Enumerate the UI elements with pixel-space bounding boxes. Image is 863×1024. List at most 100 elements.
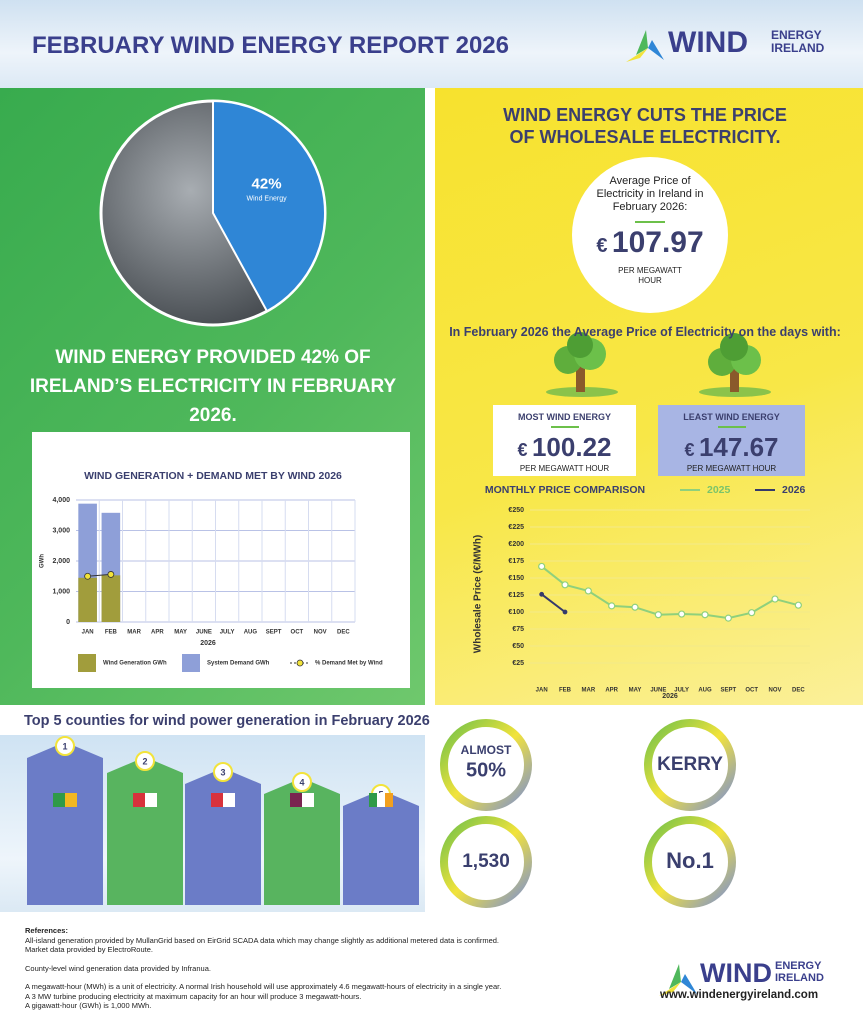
county-card [27, 742, 103, 905]
price-headline: WIND ENERGY CUTS THE PRICE OF WHOLESALE … [503, 105, 787, 147]
currency: € [684, 440, 695, 460]
average-label: Average Price of Electricity in Ireland … [596, 175, 704, 213]
x-tick-label: JULY [674, 688, 689, 694]
line-point [538, 562, 546, 571]
logo-line: ENERGY [775, 960, 822, 972]
y-tick-label: €150 [508, 575, 524, 582]
flag-stripe [302, 793, 314, 807]
rank-badge [292, 772, 312, 792]
most-label: MOST WIND ENERGY [517, 412, 611, 422]
flag-stripe [223, 793, 235, 807]
line-point [794, 601, 802, 609]
most-box [493, 405, 636, 476]
reference-line: All-island generation provided by Mullan… [25, 935, 499, 945]
x-tick-label: DEC [792, 688, 805, 694]
line-point [724, 614, 732, 622]
x-tick-label: OCT [745, 688, 758, 694]
logo-sub: ENERGY IRELAND [775, 960, 824, 984]
x-axis-label: 2026 [200, 640, 216, 647]
series-line [541, 565, 799, 620]
logo-word: WIND [700, 958, 772, 988]
y-tick-label: 0 [66, 619, 70, 626]
x-tick-label: SEPT [266, 630, 282, 636]
least-price: € 147.67 [658, 432, 805, 463]
flag-stripe [53, 793, 65, 807]
flag-stripe [65, 793, 77, 807]
rank-number: 3 [220, 767, 225, 777]
website-url: www.windenergyireland.com [660, 989, 819, 1001]
flag-stripe [290, 793, 302, 807]
x-tick-label: OCT [291, 630, 304, 636]
x-tick-label: MAY [629, 688, 642, 694]
pie-slice [212, 99, 326, 313]
y-tick-label: €250 [508, 507, 524, 514]
page-title: FEBRUARY WIND ENERGY REPORT 2026 [32, 32, 509, 59]
references: References: All-island generation provid… [25, 926, 585, 1011]
x-tick-label: NOV [768, 688, 781, 694]
days-intro: In February 2026 the Average Price of El… [449, 325, 841, 339]
x-tick-label: FEB [105, 630, 118, 636]
chart-title: MONTHLY PRICE COMPARISON [485, 484, 645, 496]
y-tick-label: €200 [508, 541, 524, 548]
line-point [748, 609, 756, 617]
x-tick-label: JUNE [196, 630, 212, 636]
line-point [539, 591, 545, 597]
rank-badge [55, 736, 75, 756]
rank-badge [213, 762, 233, 782]
flag-stripe [377, 793, 385, 807]
legend-swatch [78, 654, 96, 672]
line-point [84, 572, 92, 580]
reference-line: A gigawatt-hour (GWh) is 1,000 MWh. [25, 1001, 152, 1010]
legend-label: Wind Generation GWh [103, 661, 167, 667]
pie-category-label: Wind Energy [247, 195, 288, 202]
logo-line: IRELAND [771, 41, 825, 55]
series-line [541, 593, 566, 613]
legend-label: 2026 [782, 484, 806, 496]
x-tick-label: MAR [127, 630, 141, 636]
x-tick-label: AUG [698, 688, 712, 694]
price-value: 147.67 [698, 432, 779, 462]
logo-sub: ENERGY IRELAND [771, 29, 824, 55]
average-unit: PER MEGAWATT HOUR [618, 266, 682, 285]
line-point [654, 611, 662, 619]
bar [101, 575, 121, 622]
stat-value-top: ALMOST [461, 743, 512, 757]
legend-swatch [182, 654, 200, 672]
logo-word: WIND [668, 26, 748, 59]
trees [546, 332, 771, 397]
x-tick-label: JAN [536, 688, 548, 694]
y-tick-label: €125 [508, 592, 524, 599]
references-title: References: [25, 926, 68, 935]
line-point [771, 595, 779, 603]
legend-label: System Demand GWh [207, 661, 270, 667]
flag-stripe [145, 793, 157, 807]
divider [718, 426, 746, 428]
currency: € [596, 235, 608, 257]
x-tick-label: MAY [174, 630, 187, 636]
least-box [658, 405, 805, 476]
x-tick-label: FEB [559, 688, 572, 694]
x-tick-label: DEC [337, 630, 350, 636]
chart-title: WIND GENERATION + DEMAND MET BY WIND 202… [84, 470, 342, 482]
average-circle [572, 157, 728, 313]
series-line [87, 573, 111, 577]
flag-stripe [385, 793, 393, 807]
currency: € [517, 440, 528, 460]
divider [551, 426, 579, 428]
county-card [107, 757, 183, 905]
average-price: € 107.97 [572, 226, 728, 260]
legend-label: % Demand Met by Wind [315, 661, 383, 667]
y-tick-label: €75 [512, 626, 524, 633]
rank-number: 1 [62, 741, 67, 751]
x-tick-label: MAR [581, 688, 595, 694]
stat-value: 50% [466, 759, 506, 781]
logo-icon [626, 30, 697, 996]
stat-value: KERRY [657, 754, 723, 775]
legend-label: 2025 [707, 484, 731, 496]
stat-value: No.1 [666, 848, 714, 873]
logo-line: ENERGY [771, 28, 822, 42]
y-axis-label: Wholesale Price (€/MWh) [473, 535, 484, 653]
generation-headline: WIND ENERGY PROVIDED 42% OF IRELAND’S EL… [29, 347, 397, 426]
